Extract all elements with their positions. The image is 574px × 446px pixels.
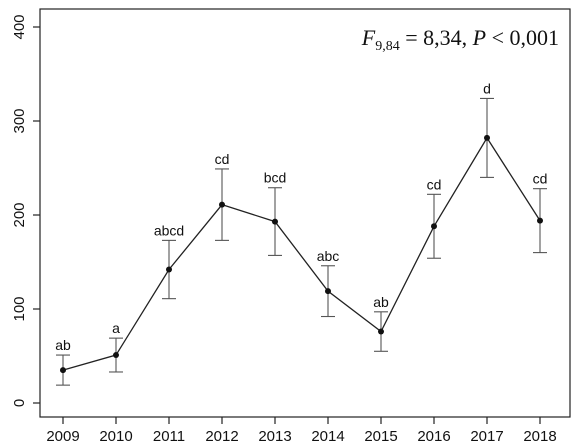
significance-label: ab bbox=[373, 294, 389, 310]
significance-label: a bbox=[112, 320, 120, 336]
x-tick-label: 2014 bbox=[311, 428, 344, 445]
data-point bbox=[272, 218, 278, 225]
significance-label: abc bbox=[317, 248, 340, 264]
significance-label: cd bbox=[533, 171, 548, 187]
y-tick-label: 0 bbox=[11, 399, 28, 407]
series-line bbox=[62, 136, 541, 371]
data-point bbox=[325, 288, 331, 295]
x-tick-label: 2015 bbox=[364, 428, 397, 445]
y-tick-label: 100 bbox=[11, 296, 28, 321]
y-tick-label: 300 bbox=[11, 108, 28, 133]
x-tick-label: 2010 bbox=[99, 428, 132, 445]
significance-label: ab bbox=[55, 337, 71, 353]
significance-label: d bbox=[483, 80, 491, 96]
significance-label: abcd bbox=[154, 222, 184, 238]
data-point bbox=[484, 134, 490, 141]
x-tick-label: 2016 bbox=[417, 428, 450, 445]
y-tick-label: 200 bbox=[11, 202, 28, 227]
x-tick-label: 2011 bbox=[153, 428, 185, 445]
error-bars bbox=[56, 97, 547, 386]
significance-label: cd bbox=[215, 151, 230, 167]
data-point bbox=[166, 266, 172, 273]
data-point bbox=[219, 201, 225, 208]
x-tick-label: 2012 bbox=[205, 428, 238, 445]
statistic-annotation: F9,84 = 8,34, P < 0,001 bbox=[361, 25, 559, 54]
data-point bbox=[431, 223, 437, 230]
data-point bbox=[113, 352, 119, 359]
y-axis: 0 100 200 300 400 bbox=[11, 14, 40, 407]
plot-frame bbox=[39, 8, 571, 418]
x-tick-label: 2017 bbox=[470, 428, 503, 445]
x-tick-label: 2009 bbox=[46, 428, 79, 445]
significance-label: bcd bbox=[264, 170, 287, 186]
y-tick-label: 400 bbox=[11, 14, 28, 39]
data-point bbox=[60, 367, 66, 374]
x-tick-label: 2018 bbox=[523, 428, 556, 445]
x-tick-label: 2013 bbox=[258, 428, 291, 445]
data-point bbox=[537, 217, 543, 224]
x-axis: 2009 2010 2011 2012 2013 2014 2015 2016 2017 2018 bbox=[46, 417, 557, 445]
data-points bbox=[60, 134, 543, 374]
significance-label: cd bbox=[427, 176, 442, 192]
data-point bbox=[378, 328, 384, 335]
